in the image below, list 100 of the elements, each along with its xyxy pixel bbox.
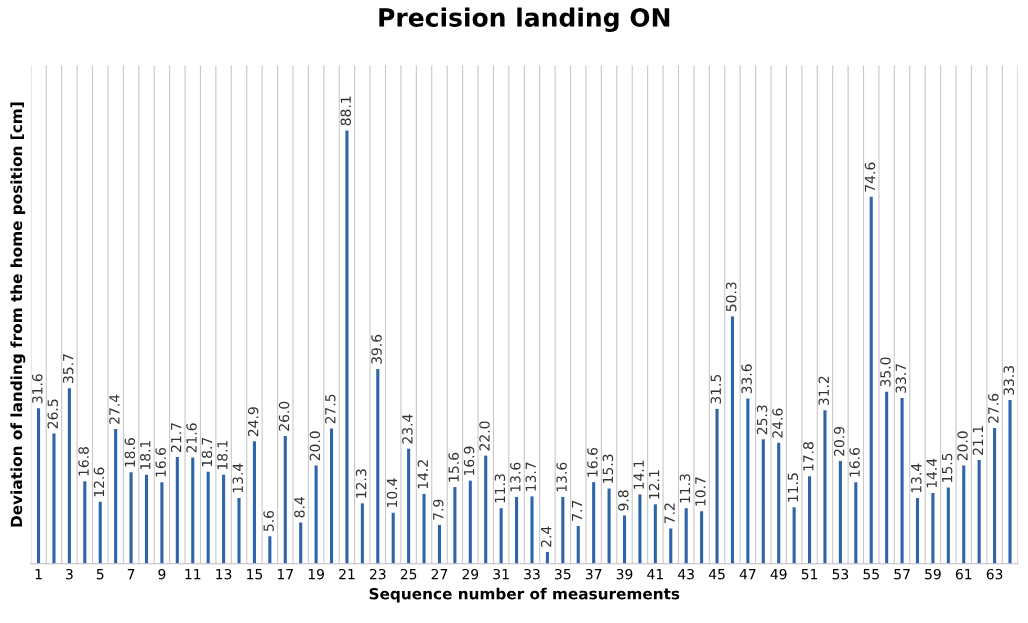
x-tick-label: 23 <box>369 568 386 580</box>
bar <box>684 508 688 564</box>
data-label: 18.6 <box>124 438 136 467</box>
bar <box>422 493 426 564</box>
bar <box>515 496 519 564</box>
bar <box>962 465 966 564</box>
data-label: 33.7 <box>895 364 907 393</box>
bar <box>237 497 241 564</box>
x-tick-label: 27 <box>431 568 448 580</box>
x-tick-label: 33 <box>524 568 540 580</box>
data-label: 13.6 <box>510 462 521 492</box>
x-tick-label: 35 <box>555 568 571 580</box>
data-label: 9.8 <box>618 490 629 511</box>
data-label: 11.3 <box>494 474 506 503</box>
data-label: 10.7 <box>695 477 706 506</box>
bar <box>160 482 164 564</box>
data-label: 12.3 <box>355 469 367 498</box>
x-tick-label: 17 <box>277 569 293 580</box>
x-tick-label: 51 <box>801 569 818 580</box>
data-label: 7.7 <box>571 500 583 521</box>
bar <box>669 528 673 564</box>
bar <box>761 439 765 564</box>
data-label: 12.6 <box>93 467 105 497</box>
data-label: 21.6 <box>186 423 197 453</box>
x-tick-label: 55 <box>863 569 879 580</box>
data-label: 13.4 <box>232 463 244 493</box>
x-tick-label: 9 <box>158 568 166 580</box>
data-label: 2.4 <box>540 526 552 547</box>
x-tick-label: 57 <box>894 569 910 580</box>
bar <box>638 494 642 564</box>
x-tick-label: 15 <box>247 569 263 580</box>
data-label: 16.6 <box>155 447 166 477</box>
bar <box>453 487 457 564</box>
data-label: 14.4 <box>926 458 937 488</box>
data-label: 11.3 <box>679 474 691 503</box>
bar <box>915 497 920 564</box>
data-label: 17.8 <box>803 442 814 471</box>
x-tick-label: 7 <box>127 569 135 580</box>
data-label: 13.4 <box>911 463 922 493</box>
data-label: 20.9 <box>833 426 845 456</box>
x-tick-label: 39 <box>616 568 633 580</box>
bar <box>175 457 179 564</box>
data-label: 50.3 <box>725 282 737 312</box>
data-label: 31.2 <box>818 376 829 406</box>
bar <box>607 488 611 564</box>
x-tick-label: 63 <box>986 568 1003 580</box>
x-tick-label: 5 <box>96 569 104 580</box>
bar <box>730 316 734 564</box>
x-tick-label: 37 <box>585 568 602 580</box>
data-label: 15.5 <box>942 453 953 482</box>
data-label: 23.4 <box>402 414 413 444</box>
bar <box>222 474 226 564</box>
bar <box>360 503 364 564</box>
bar <box>653 504 657 564</box>
bar <box>144 474 149 564</box>
bar <box>329 428 334 564</box>
bar <box>576 525 580 564</box>
x-tick-label: 3 <box>66 568 73 580</box>
x-tick-label: 29 <box>462 568 479 580</box>
x-tick-label: 43 <box>678 568 694 580</box>
bar <box>530 496 534 564</box>
data-label: 13.6 <box>556 462 567 492</box>
data-label: 31.6 <box>32 374 43 404</box>
data-label: 11.5 <box>787 473 799 502</box>
data-label: 16.6 <box>849 447 860 477</box>
bar <box>808 476 812 564</box>
bar <box>37 408 41 564</box>
x-tick-label: 41 <box>647 569 663 580</box>
data-label: 18.1 <box>217 440 228 470</box>
x-tick-label: 49 <box>770 568 787 580</box>
data-label: 24.6 <box>772 408 783 438</box>
bar <box>900 398 904 564</box>
data-label: 25.3 <box>756 405 768 435</box>
bar <box>499 508 503 564</box>
data-label: 74.6 <box>864 162 876 192</box>
data-label: 5.6 <box>263 510 274 532</box>
bar <box>746 398 750 564</box>
data-label: 20.0 <box>309 431 321 461</box>
bar <box>792 507 796 564</box>
bar <box>345 130 349 564</box>
data-label: 31.5 <box>710 374 722 404</box>
bar <box>52 433 56 564</box>
bar <box>715 408 719 564</box>
data-label: 27.6 <box>988 393 999 423</box>
x-tick-label: 31 <box>493 568 509 580</box>
bar <box>299 522 303 564</box>
data-label: 18.1 <box>140 440 151 470</box>
x-tick-label: 47 <box>739 569 756 580</box>
data-label: 20.0 <box>957 431 968 461</box>
data-label: 18.7 <box>201 437 213 467</box>
bar <box>252 441 256 564</box>
data-label: 16.6 <box>587 447 598 477</box>
bar <box>622 515 627 564</box>
bar <box>129 472 133 564</box>
data-label: 39.6 <box>371 334 382 364</box>
y-axis-title: Deviation of landing from the home position [cm] <box>10 102 26 527</box>
x-tick-label: 61 <box>955 568 972 580</box>
bar <box>854 482 858 564</box>
data-label: 26.5 <box>47 399 58 429</box>
data-label: 14.2 <box>417 460 428 489</box>
